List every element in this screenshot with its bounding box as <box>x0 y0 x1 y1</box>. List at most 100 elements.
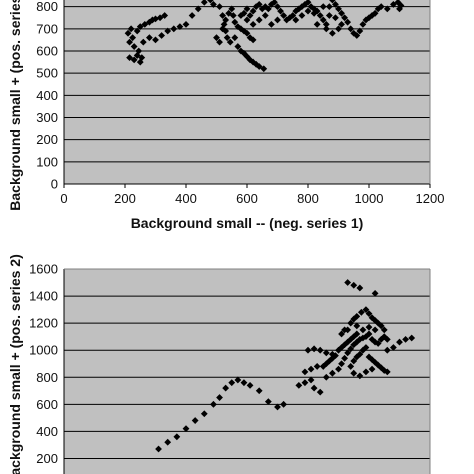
chart-2-data-points <box>155 279 416 453</box>
data-point <box>135 47 143 55</box>
data-point <box>335 365 342 373</box>
data-point <box>365 310 373 318</box>
data-point <box>228 379 236 387</box>
data-point <box>255 387 263 395</box>
data-point <box>322 349 330 357</box>
data-point <box>182 425 190 433</box>
data-point <box>356 27 364 35</box>
data-point <box>396 5 403 13</box>
data-point <box>280 12 287 19</box>
y-tick-label: 500 <box>36 66 58 81</box>
data-point <box>335 346 342 354</box>
y-tick-label: 100 <box>36 154 58 169</box>
data-point <box>155 445 162 453</box>
data-point <box>200 410 208 418</box>
data-point <box>365 323 373 331</box>
data-point <box>304 0 312 6</box>
data-point <box>292 16 300 24</box>
data-point <box>237 47 245 55</box>
data-point <box>126 38 133 46</box>
data-point <box>226 38 234 46</box>
data-point <box>164 27 172 35</box>
data-point <box>383 368 391 376</box>
data-point <box>338 9 345 17</box>
data-point <box>243 16 251 24</box>
data-point <box>127 25 135 33</box>
scatter-chart-1: 0 100 200 300 400 500 600 700 800 0 200 400 600 800 10… <box>7 0 444 231</box>
data-point <box>274 3 281 11</box>
data-point <box>347 363 355 370</box>
chart-2-plot-area <box>64 269 430 474</box>
data-point <box>350 341 358 349</box>
data-point <box>325 12 333 19</box>
chart-1-x-axis-label: Background small -- (neg. series 1) <box>131 215 364 231</box>
chart-1-tick-labels: 0 100 200 300 400 500 600 700 800 0 200 400 600 800 10… <box>36 0 444 206</box>
data-point <box>383 5 391 13</box>
data-point <box>397 2 405 9</box>
data-point <box>246 12 254 19</box>
data-point <box>408 334 416 342</box>
data-point <box>341 326 348 334</box>
data-point <box>371 289 379 297</box>
data-point <box>258 5 266 13</box>
data-point <box>338 20 345 28</box>
data-point <box>194 5 202 13</box>
data-point <box>313 363 321 370</box>
data-point <box>350 369 358 377</box>
data-point <box>304 346 312 354</box>
data-point <box>365 330 373 338</box>
data-point <box>298 12 306 19</box>
x-tick-label: 1000 <box>355 191 384 206</box>
y-tick-label: 200 <box>36 451 58 466</box>
y-tick-label: 1400 <box>29 289 58 304</box>
chart-1-axes <box>63 0 431 188</box>
data-point <box>383 335 391 343</box>
data-point <box>335 25 342 33</box>
data-point <box>307 365 315 373</box>
data-point <box>200 0 208 6</box>
data-point <box>133 52 141 59</box>
data-point <box>234 376 242 384</box>
data-point <box>322 20 330 28</box>
data-point <box>316 388 324 396</box>
data-point <box>219 12 226 19</box>
data-point <box>383 346 391 354</box>
data-point <box>243 29 251 37</box>
data-point <box>289 12 297 19</box>
data-point <box>264 5 272 13</box>
data-point <box>295 381 303 389</box>
data-point <box>319 3 327 11</box>
y-tick-label: 600 <box>36 43 58 58</box>
data-point <box>223 34 231 42</box>
data-point <box>264 398 272 406</box>
data-point <box>237 12 245 19</box>
data-point <box>129 34 137 42</box>
data-point <box>274 16 281 24</box>
data-point <box>347 319 355 327</box>
data-point <box>271 0 278 6</box>
x-tick-label: 1200 <box>416 191 445 206</box>
data-point <box>359 326 367 334</box>
data-point <box>316 346 324 354</box>
data-point <box>222 16 230 24</box>
data-point <box>356 350 364 358</box>
data-point <box>341 14 348 22</box>
chart-2-axes <box>63 268 431 474</box>
data-point <box>231 34 239 42</box>
data-point <box>156 14 164 22</box>
y-tick-label: 400 <box>36 424 58 439</box>
data-point <box>350 29 358 37</box>
data-point <box>301 379 309 387</box>
data-point <box>357 308 365 316</box>
data-point <box>225 9 233 17</box>
data-point <box>371 9 379 17</box>
y-tick-label: 1200 <box>29 316 58 331</box>
data-point <box>139 38 147 46</box>
data-point <box>368 365 376 373</box>
data-point <box>173 433 181 441</box>
data-point <box>255 16 263 24</box>
data-point <box>188 12 196 19</box>
data-point <box>152 36 159 44</box>
data-point <box>246 381 254 389</box>
scatter-chart-2: 200 400 600 800 1000 1200 1400 1600 Background … <box>7 254 431 474</box>
